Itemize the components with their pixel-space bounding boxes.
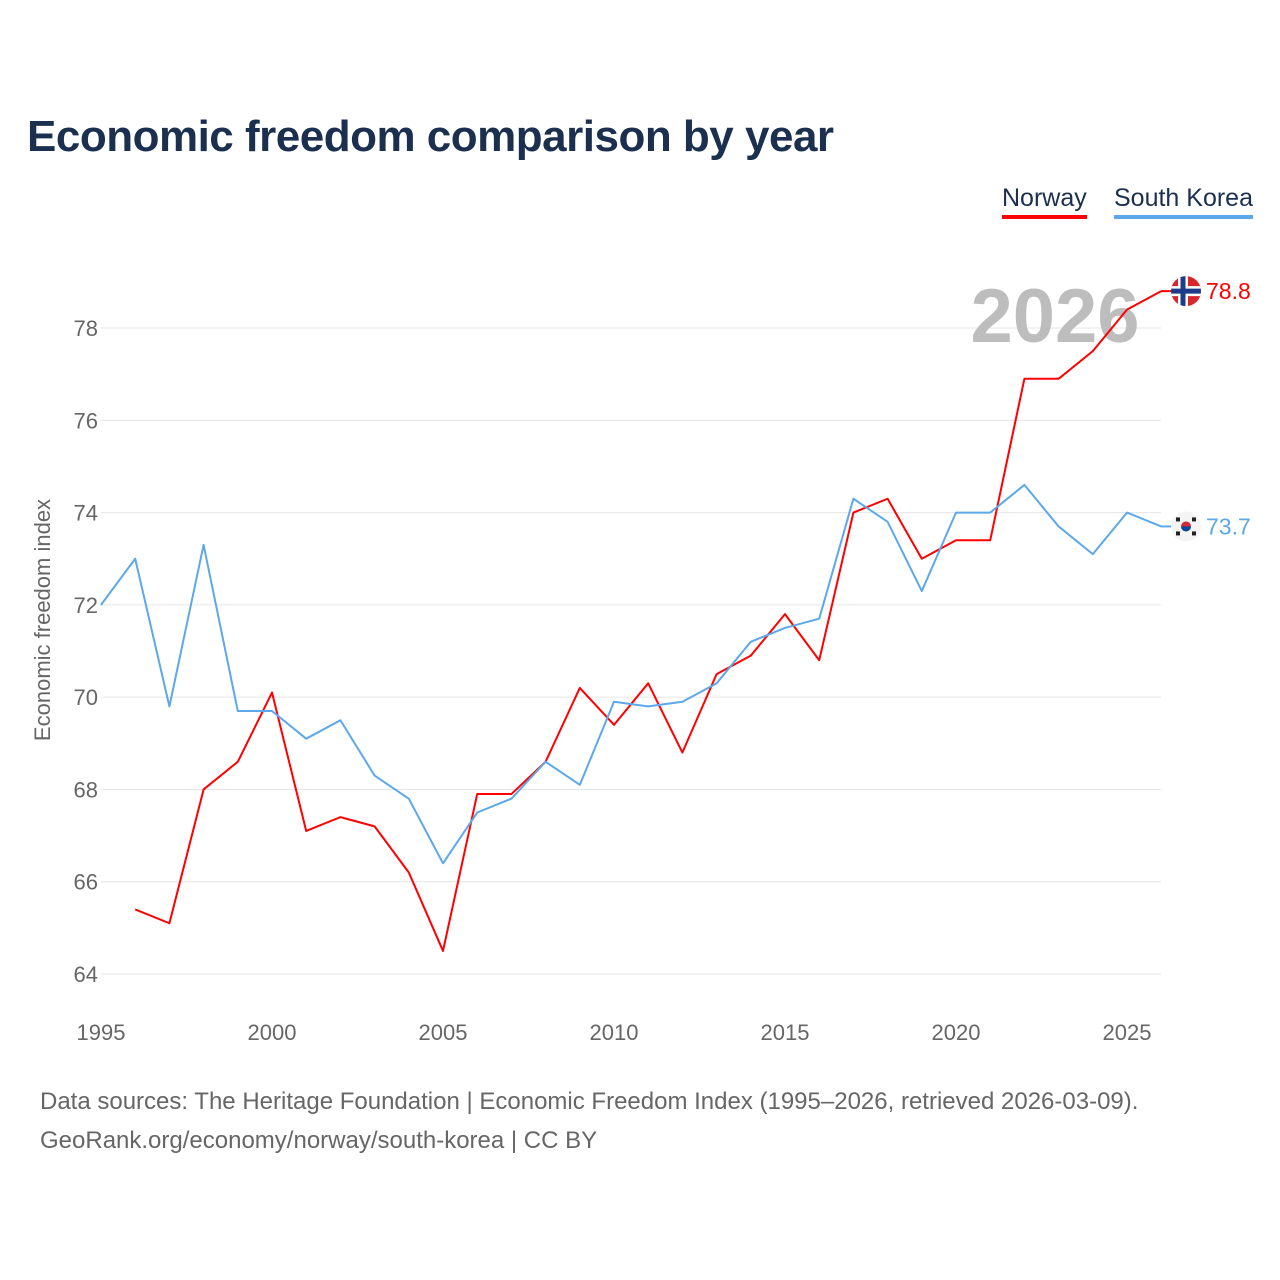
end-value-label: 78.8 xyxy=(1206,278,1251,304)
x-tick-label: 1995 xyxy=(77,1020,126,1045)
x-tick-label: 2015 xyxy=(761,1020,810,1045)
year-watermark: 2026 xyxy=(970,274,1139,359)
chart-title: Economic freedom comparison by year xyxy=(27,112,834,161)
legend-norway[interactable]: Norway xyxy=(1002,184,1087,219)
norway-flag-icon xyxy=(1171,276,1201,307)
series-line-norway xyxy=(134,290,1162,952)
x-tick-label: 2025 xyxy=(1103,1020,1152,1045)
south-korea-flag-icon xyxy=(1171,511,1201,542)
footer-sources: Data sources: The Heritage Foundation | … xyxy=(40,1088,1139,1115)
series-line-south-korea xyxy=(100,483,1162,865)
end-value-label: 73.7 xyxy=(1206,513,1251,539)
x-tick-label: 2000 xyxy=(248,1020,297,1045)
y-tick-label: 74 xyxy=(74,501,98,526)
y-tick-label: 70 xyxy=(74,685,98,710)
footer-link[interactable]: GeoRank.org/economy/norway/south-korea |… xyxy=(40,1127,598,1154)
x-tick-label: 2010 xyxy=(590,1020,639,1045)
y-tick-label: 66 xyxy=(74,870,98,895)
y-tick-label: 64 xyxy=(74,962,98,987)
x-tick-label: 2005 xyxy=(419,1020,468,1045)
y-tick-label: 76 xyxy=(74,408,98,433)
y-tick-label: 78 xyxy=(74,316,98,341)
y-tick-label: 72 xyxy=(74,593,98,618)
y-axis-label: Economic freedom index xyxy=(30,499,55,741)
x-tick-label: 2020 xyxy=(932,1020,981,1045)
y-tick-label: 68 xyxy=(74,777,98,802)
legend-south-korea[interactable]: South Korea xyxy=(1114,184,1253,219)
